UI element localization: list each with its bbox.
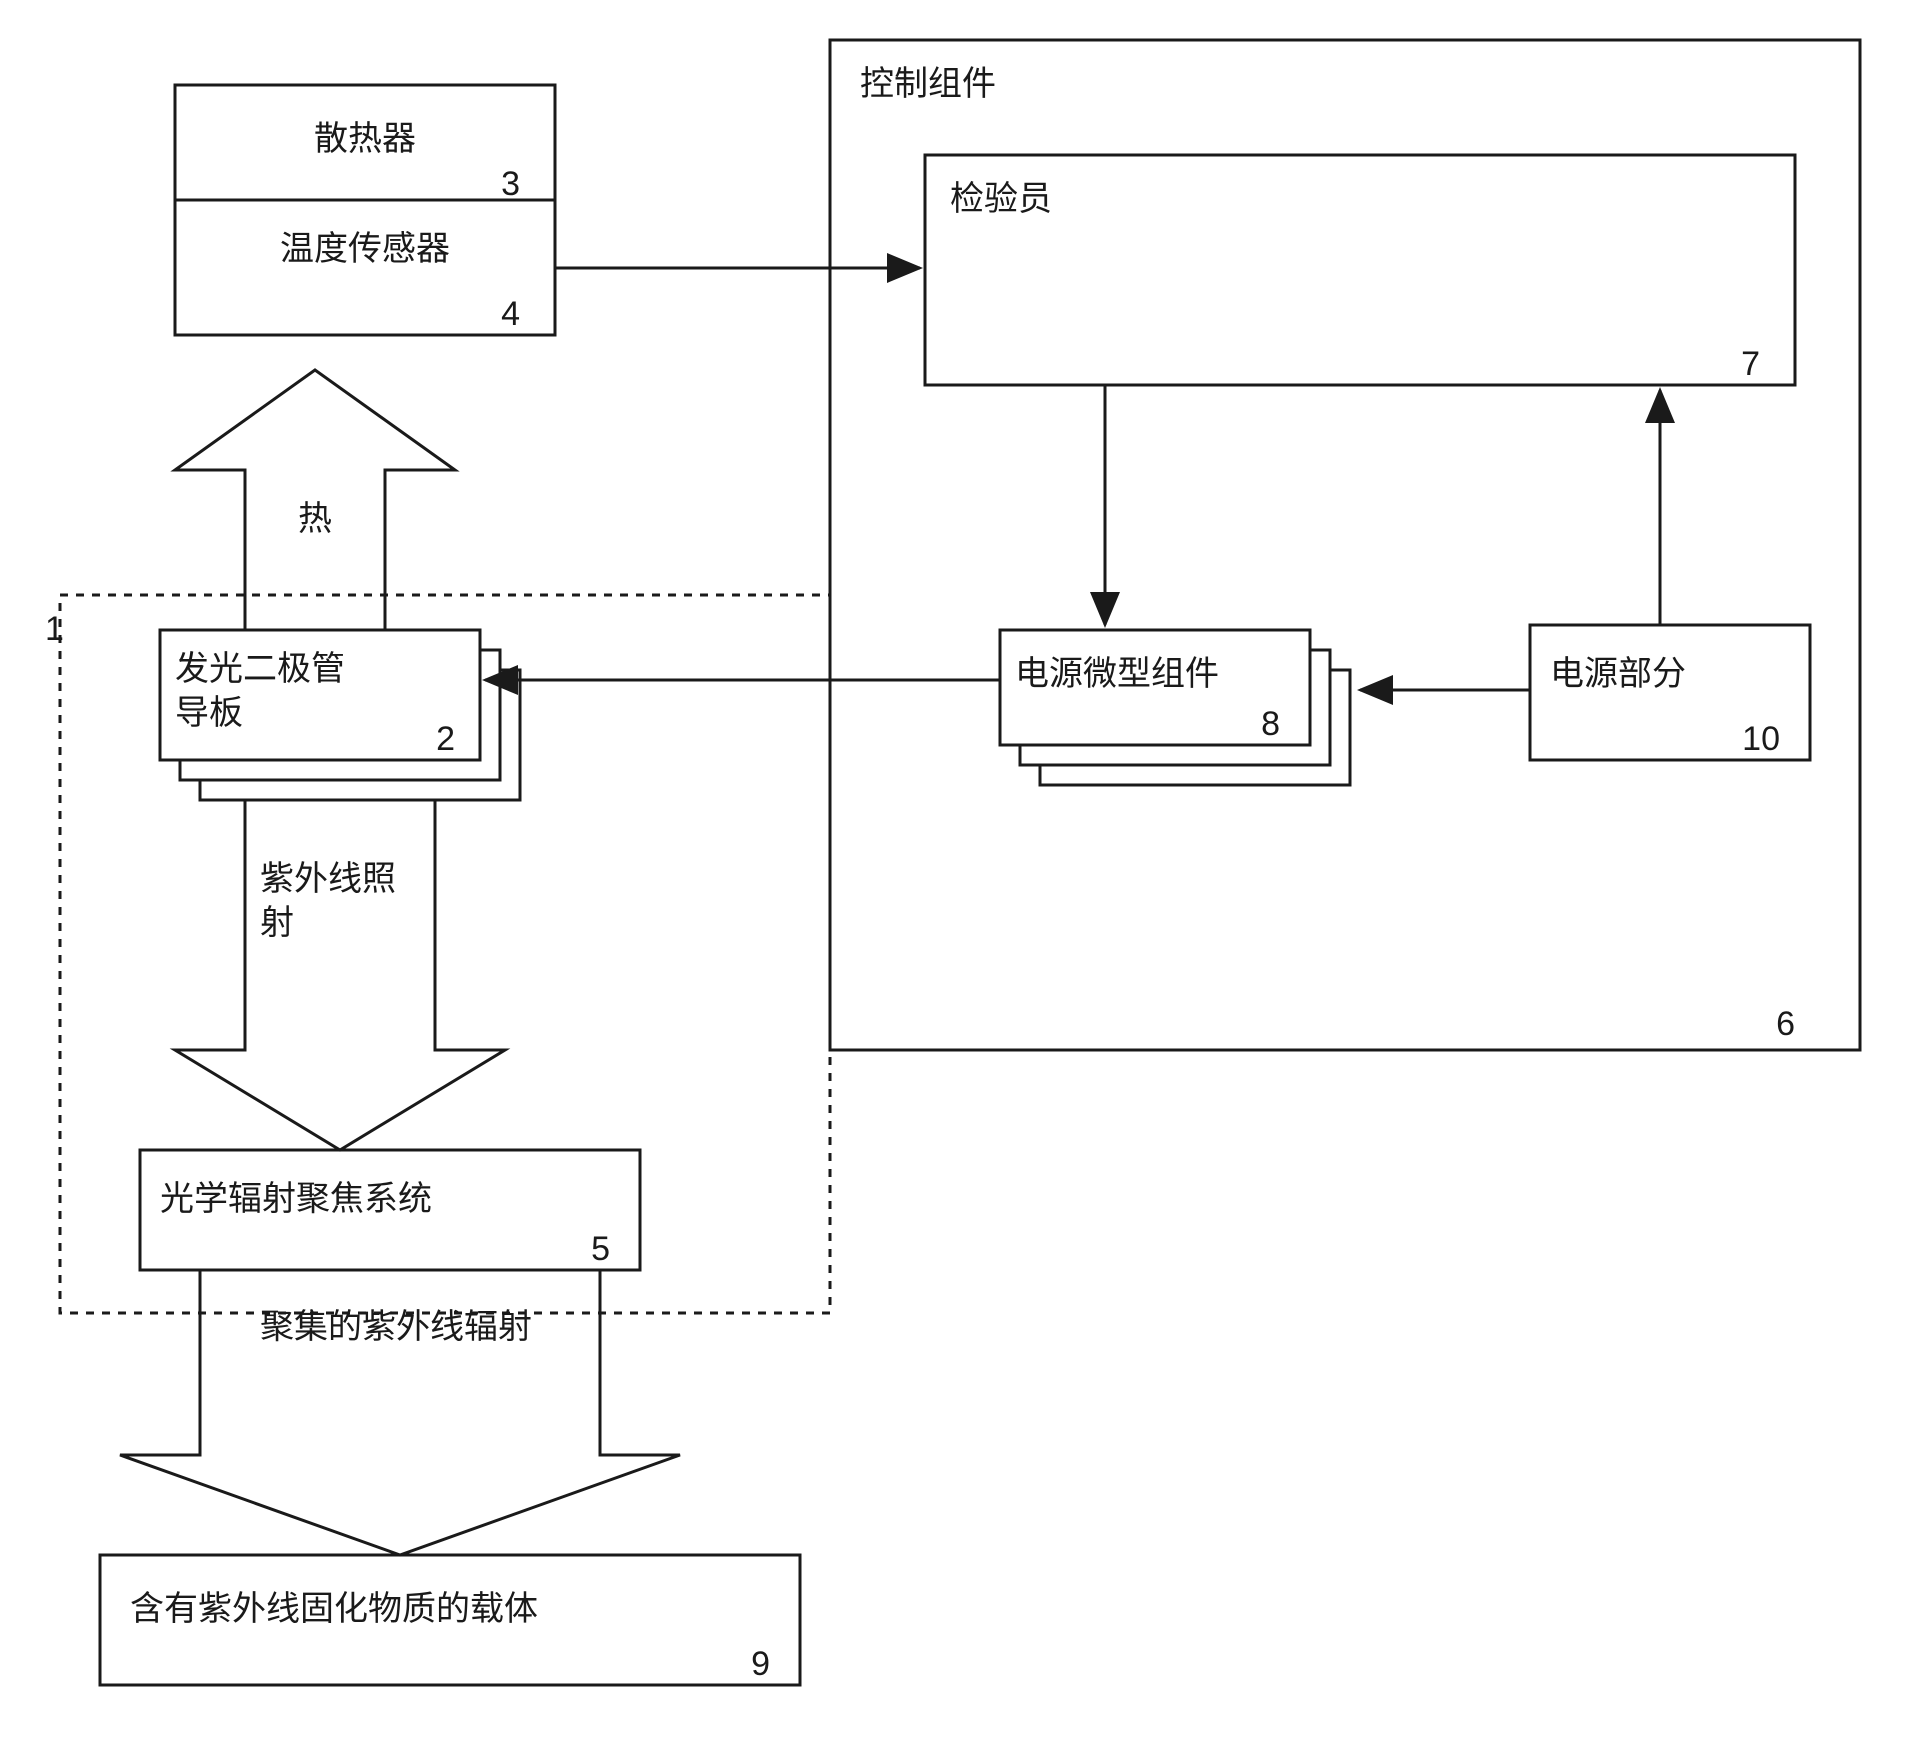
focused-uv-label: 聚集的紫外线辐射	[260, 1308, 532, 1346]
big-arrow-down-uv	[175, 800, 505, 1150]
box-8-label: 电源微型组件	[1015, 655, 1219, 693]
box-3-num: 3	[501, 165, 520, 203]
uv-label: 紫外线照 射	[260, 860, 405, 942]
box-8-num: 8	[1261, 705, 1280, 743]
box-7-label: 检验员	[950, 180, 1052, 218]
box-4-num: 4	[501, 295, 520, 333]
box-7	[925, 155, 1795, 385]
box-5-num: 5	[591, 1230, 610, 1268]
box-7-num: 7	[1741, 345, 1760, 383]
block-diagram: 1 控制组件 6 散热器 3 温度传感器 4 发光二极管 导板 2 光学辐射聚焦…	[0, 0, 1926, 1740]
box-2-num: 2	[436, 720, 455, 758]
box-9-label: 含有紫外线固化物质的载体	[130, 1590, 538, 1628]
box-3-label: 散热器	[314, 120, 416, 158]
box-4-label: 温度传感器	[280, 230, 450, 268]
heat-label: 热	[298, 500, 332, 538]
box-9-num: 9	[751, 1645, 770, 1683]
box-5-label: 光学辐射聚焦系统	[160, 1180, 432, 1218]
box-10-label: 电源部分	[1550, 655, 1686, 693]
group-6-num: 6	[1776, 1005, 1795, 1043]
box-10-num: 10	[1742, 720, 1780, 758]
group-6-label: 控制组件	[860, 65, 996, 103]
group-1-num: 1	[45, 610, 64, 648]
